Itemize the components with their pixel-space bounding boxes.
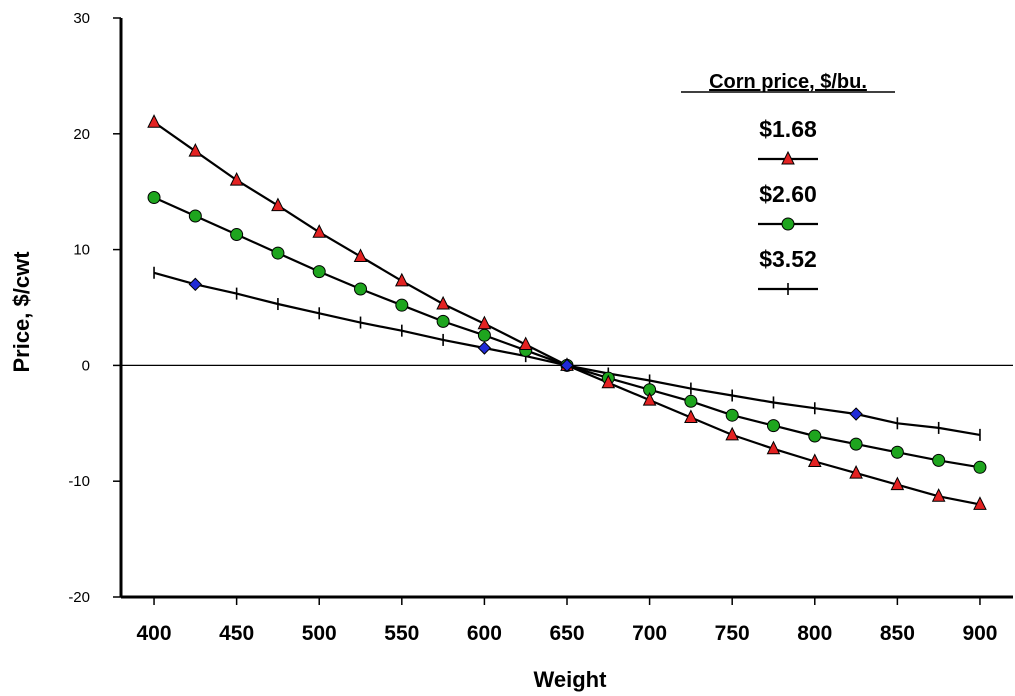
data-point	[725, 408, 739, 422]
highlight-point	[849, 407, 863, 421]
legend-entry-label: $2.60	[759, 181, 817, 207]
data-point	[766, 440, 781, 455]
data-point	[973, 496, 987, 510]
tick-labels: 30 20 10 0 -10 -20 400 450 500 550 600 650 700 750 800…	[68, 10, 997, 645]
x-tick-label: 650	[549, 622, 584, 645]
x-tick-label: 450	[219, 622, 254, 645]
data-point	[353, 248, 368, 263]
data-point	[849, 437, 863, 451]
data-point	[436, 295, 450, 310]
data-point	[932, 453, 946, 467]
x-tick-label: 800	[797, 622, 832, 645]
data-point	[354, 282, 368, 296]
y-tick-label: -10	[68, 473, 90, 490]
data-point	[808, 429, 822, 443]
data-point	[601, 374, 616, 389]
x-tick-label: 550	[384, 622, 419, 645]
legend-entry-label: $1.68	[759, 116, 817, 142]
data-point	[147, 114, 161, 128]
data-point	[642, 392, 657, 406]
data-point	[725, 426, 739, 441]
legend: Corn price, $/bu. $1.68 $2.60 $3.52	[681, 71, 895, 295]
data-point	[436, 314, 450, 328]
data-point	[931, 488, 946, 502]
data-point	[312, 265, 326, 279]
data-point	[684, 394, 698, 408]
data-point	[147, 190, 161, 204]
data-point	[849, 464, 863, 479]
data-point	[395, 298, 409, 312]
data-point	[188, 209, 202, 223]
axes	[113, 17, 1013, 605]
data-point	[395, 272, 409, 287]
highlight-point	[477, 341, 492, 355]
data-point	[684, 409, 698, 424]
series-line	[153, 196, 981, 469]
x-tick-label: 600	[467, 622, 502, 645]
data-point	[766, 419, 780, 433]
x-axis-label: Weight	[534, 667, 608, 692]
legend-swatch-marker	[781, 150, 795, 165]
y-tick-label: 0	[82, 357, 90, 374]
y-tick-label: 30	[73, 10, 90, 27]
highlight-point	[560, 358, 574, 373]
y-tick-label: -20	[68, 589, 90, 606]
data-point	[807, 453, 822, 468]
legend-title: Corn price, $/bu.	[709, 71, 867, 93]
data-point	[973, 460, 987, 474]
x-tick-label: 900	[962, 622, 997, 645]
data-point	[477, 315, 492, 330]
y-tick-label: 10	[73, 242, 90, 259]
legend-entry-label: $3.52	[759, 246, 817, 272]
data-point	[477, 328, 491, 342]
x-tick-label: 750	[715, 622, 750, 645]
data-point	[518, 336, 533, 351]
x-tick-label: 500	[302, 622, 337, 645]
data-point	[890, 445, 904, 459]
data-point	[229, 172, 244, 186]
data-point	[271, 246, 285, 260]
x-tick-label: 400	[137, 622, 172, 645]
y-tick-label: 20	[73, 126, 90, 143]
y-axis-label: Price, $/cwt	[9, 251, 34, 373]
x-tick-label: 700	[632, 622, 667, 645]
series-group	[147, 114, 987, 510]
data-point	[312, 224, 327, 238]
data-point	[271, 197, 285, 212]
x-tick-label: 850	[880, 622, 915, 645]
data-point	[890, 476, 905, 491]
legend-swatch-marker	[781, 217, 795, 231]
highlight-point	[188, 277, 203, 292]
data-point	[230, 228, 244, 242]
data-point	[188, 143, 203, 157]
